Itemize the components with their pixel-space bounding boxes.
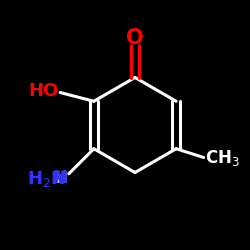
Text: HO: HO	[28, 82, 59, 100]
Text: O: O	[126, 28, 144, 48]
Text: N: N	[52, 169, 68, 187]
Text: H: H	[55, 171, 68, 186]
Text: CH$_3$: CH$_3$	[205, 148, 240, 168]
Text: H$_2$N: H$_2$N	[27, 169, 66, 189]
